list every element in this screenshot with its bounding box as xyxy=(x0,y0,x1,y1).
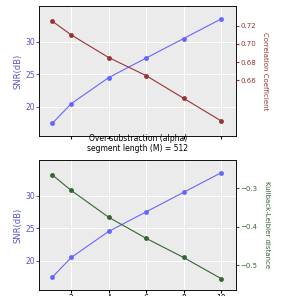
Y-axis label: SNR(dB): SNR(dB) xyxy=(14,54,23,89)
Y-axis label: SNR(dB): SNR(dB) xyxy=(14,207,23,242)
Y-axis label: Correlation Coefficient: Correlation Coefficient xyxy=(262,32,268,110)
Y-axis label: Kullback-Leibler distance: Kullback-Leibler distance xyxy=(264,181,270,268)
Text: Over-substraction (alpha)
segment length (M) = 512: Over-substraction (alpha) segment length… xyxy=(87,134,188,153)
